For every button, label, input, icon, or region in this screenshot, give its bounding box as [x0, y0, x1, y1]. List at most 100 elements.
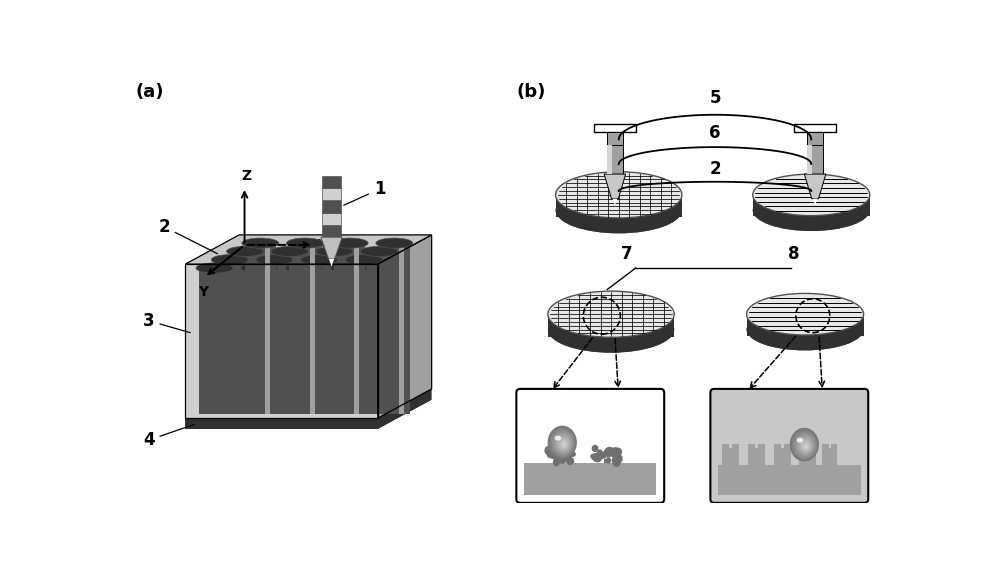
Bar [243, 268, 275, 414]
Ellipse shape [345, 255, 382, 265]
Ellipse shape [603, 449, 613, 458]
Bar [319, 251, 350, 414]
Polygon shape [185, 418, 378, 429]
Polygon shape [185, 264, 378, 418]
Ellipse shape [606, 457, 611, 464]
Text: 5: 5 [709, 89, 721, 107]
Bar [384, 251, 389, 414]
Bar [322, 225, 341, 237]
Text: 7: 7 [621, 245, 632, 263]
Bar [556, 195, 682, 217]
Bar [607, 145, 612, 174]
Polygon shape [378, 235, 432, 418]
Bar [259, 260, 290, 414]
Ellipse shape [605, 447, 615, 455]
Ellipse shape [361, 246, 398, 257]
Ellipse shape [316, 246, 353, 257]
Bar [594, 124, 636, 132]
Bar [264, 268, 269, 414]
Bar [324, 260, 329, 414]
Ellipse shape [597, 449, 603, 458]
Ellipse shape [558, 437, 569, 450]
Ellipse shape [747, 309, 864, 350]
Bar [368, 260, 374, 414]
Ellipse shape [616, 454, 623, 463]
Ellipse shape [568, 451, 576, 457]
Ellipse shape [612, 447, 618, 455]
Bar [333, 268, 364, 414]
Ellipse shape [612, 447, 622, 457]
Ellipse shape [211, 255, 248, 265]
Ellipse shape [594, 454, 601, 460]
Text: 3: 3 [143, 312, 190, 333]
Bar [748, 447, 765, 466]
Bar [310, 243, 315, 414]
Ellipse shape [562, 455, 571, 461]
Ellipse shape [590, 453, 598, 459]
Ellipse shape [591, 454, 601, 460]
Text: X: X [317, 238, 328, 252]
Bar [822, 447, 837, 466]
Polygon shape [185, 399, 432, 429]
Ellipse shape [271, 246, 308, 257]
Ellipse shape [555, 447, 562, 455]
Bar [288, 268, 320, 414]
Bar [799, 444, 806, 447]
Text: Z: Z [241, 170, 252, 183]
Bar [548, 314, 674, 337]
Ellipse shape [564, 453, 574, 458]
Ellipse shape [798, 437, 813, 454]
Bar [279, 260, 284, 414]
Ellipse shape [559, 451, 567, 457]
Ellipse shape [549, 450, 558, 459]
Ellipse shape [753, 174, 870, 216]
Bar [294, 251, 300, 414]
Bar [774, 444, 781, 447]
Bar [807, 145, 812, 174]
Ellipse shape [376, 238, 413, 248]
Ellipse shape [794, 433, 816, 458]
Bar [303, 260, 335, 414]
Ellipse shape [557, 455, 567, 464]
Ellipse shape [227, 246, 264, 257]
Bar [774, 447, 791, 466]
Bar [732, 444, 739, 447]
Bar [822, 444, 829, 447]
Bar [353, 268, 358, 414]
Bar [274, 251, 305, 414]
Ellipse shape [753, 189, 870, 231]
Bar [753, 195, 870, 216]
Bar [607, 132, 623, 145]
Bar [807, 145, 823, 174]
Bar [250, 251, 255, 414]
Bar [334, 243, 365, 414]
Ellipse shape [611, 450, 619, 459]
Bar [748, 444, 755, 447]
Ellipse shape [547, 447, 555, 454]
Bar [807, 132, 823, 145]
Ellipse shape [287, 238, 323, 248]
Ellipse shape [554, 454, 563, 460]
Bar [322, 176, 341, 188]
Ellipse shape [556, 187, 682, 233]
Bar [524, 463, 656, 495]
Ellipse shape [753, 189, 870, 231]
Bar [322, 212, 341, 225]
Bar [604, 459, 610, 463]
Ellipse shape [285, 263, 322, 273]
Bar [747, 314, 864, 336]
Bar [308, 268, 314, 414]
Bar [831, 444, 837, 447]
Bar [363, 251, 395, 414]
Polygon shape [813, 199, 817, 206]
Ellipse shape [559, 444, 565, 451]
Bar [809, 444, 816, 447]
Ellipse shape [614, 456, 622, 464]
Bar [354, 243, 359, 414]
Ellipse shape [802, 442, 810, 450]
Ellipse shape [256, 255, 293, 265]
Bar [556, 459, 563, 463]
Bar [718, 466, 861, 495]
Bar [234, 260, 240, 414]
Text: 1: 1 [344, 180, 385, 205]
